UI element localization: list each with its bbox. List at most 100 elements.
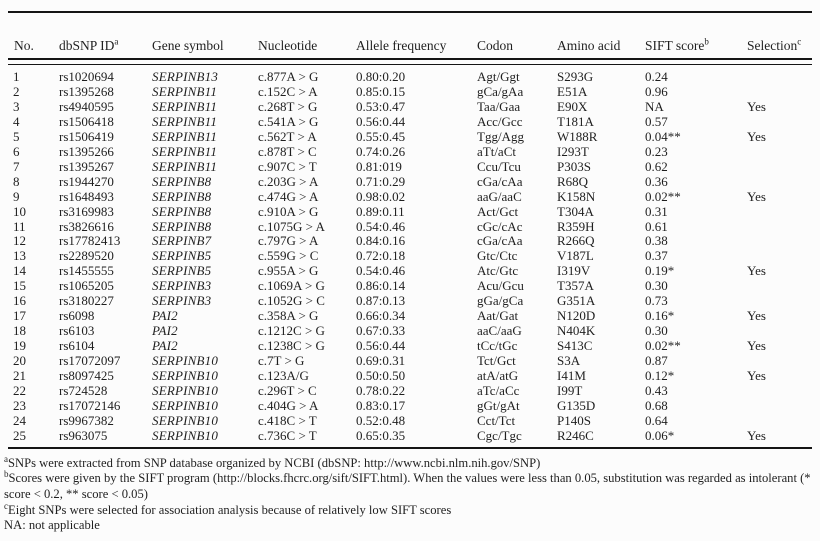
cell-dbsnp-id: rs6104 xyxy=(59,339,95,354)
cell-dbsnp-id: rs17072097 xyxy=(59,354,121,369)
cell-no: 13 xyxy=(13,249,26,264)
cell-gene-symbol: SERPINB3 xyxy=(152,279,212,294)
cell-no: 25 xyxy=(13,428,26,443)
cell-dbsnp-id: rs17072146 xyxy=(59,398,121,413)
cell-codon: Ccu/Tcu xyxy=(477,159,521,174)
cell-allele-frequency: 0.89:0.11 xyxy=(356,204,405,219)
cell-nucleotide: c.1052G > C xyxy=(258,294,325,309)
cell-selection xyxy=(742,220,812,235)
table-row: 4 rs1506418 SERPINB11 c.541A > G 0.56:0.44 Ac… xyxy=(8,115,812,130)
cell-selection xyxy=(742,249,812,264)
cell-gene-symbol: SERPINB5 xyxy=(152,249,212,264)
cell-gene-symbol: SERPINB10 xyxy=(152,398,219,413)
cell-no: 17 xyxy=(13,309,26,324)
cell-amino-acid: N404K xyxy=(557,324,596,339)
table-row: 25 rs963075 SERPINB10 c.736C > T 0.65:0.35 Cg… xyxy=(8,429,812,447)
cell-nucleotide: c.1075G > A xyxy=(258,219,325,234)
col-header-amino-acid: Amino acid xyxy=(552,13,640,60)
cell-selection: Yes xyxy=(747,309,766,324)
cell-amino-acid: S3A xyxy=(557,354,581,369)
cell-gene-symbol: SERPINB3 xyxy=(152,294,212,309)
cell-amino-acid: G351A xyxy=(557,294,596,309)
cell-no: 11 xyxy=(13,219,26,234)
cell-nucleotide: c.797G > A xyxy=(258,234,319,249)
cell-codon: Tgg/Agg xyxy=(477,129,524,144)
col-header-codon: Codon xyxy=(472,13,552,60)
cell-sift-score: 0.68 xyxy=(645,398,668,413)
cell-sift-score: 0.04** xyxy=(645,129,681,144)
cell-amino-acid: P140S xyxy=(557,413,591,428)
cell-gene-symbol: SERPINB7 xyxy=(152,234,212,249)
cell-allele-frequency: 0.52:0.48 xyxy=(356,413,406,428)
cell-allele-frequency: 0.65:0.35 xyxy=(356,428,406,443)
cell-no: 18 xyxy=(13,324,26,339)
cell-sift-score: 0.19* xyxy=(645,264,675,279)
cell-codon: gGa/gCa xyxy=(477,294,524,309)
cell-codon: Cgc/Tgc xyxy=(477,428,522,443)
cell-codon: aaG/aaC xyxy=(477,189,522,204)
table-row: 20 rs17072097 SERPINB10 c.7T > G 0.69:0.31 Tc… xyxy=(8,354,812,369)
cell-no: 15 xyxy=(13,279,26,294)
cell-nucleotide: c.1212C > G xyxy=(258,324,325,339)
cell-nucleotide: c.1069A > G xyxy=(258,279,325,294)
cell-sift-score: 0.64 xyxy=(645,413,668,428)
table-row: 11 rs3826616 SERPINB8 c.1075G > A 0.54:0.46 c… xyxy=(8,220,812,235)
cell-nucleotide: c.877A > G xyxy=(258,69,319,84)
cell-codon: Acu/Gcu xyxy=(477,279,524,294)
cell-dbsnp-id: rs9967382 xyxy=(59,413,114,428)
cell-allele-frequency: 0.56:0.44 xyxy=(356,339,406,354)
cell-codon: aaC/aaG xyxy=(477,324,522,339)
cell-gene-symbol: SERPINB11 xyxy=(152,129,218,144)
cell-amino-acid: E90X xyxy=(557,99,588,114)
cell-dbsnp-id: rs8097425 xyxy=(59,369,114,384)
cell-selection: Yes xyxy=(747,129,766,144)
cell-dbsnp-id: rs3180227 xyxy=(59,294,114,309)
cell-gene-symbol: PAI2 xyxy=(152,339,178,354)
cell-allele-frequency: 0.98:0.02 xyxy=(356,189,406,204)
cell-selection xyxy=(742,85,812,100)
header-double-rule-gap xyxy=(8,60,812,65)
cell-allele-frequency: 0.74:0.26 xyxy=(356,144,406,159)
cell-sift-score: 0.02** xyxy=(645,339,681,354)
cell-gene-symbol: SERPINB10 xyxy=(152,413,219,428)
cell-nucleotide: c.559G > C xyxy=(258,249,319,264)
cell-no: 1 xyxy=(13,69,20,84)
cell-sift-score: 0.61 xyxy=(645,219,668,234)
cell-dbsnp-id: rs3826616 xyxy=(59,219,114,234)
cell-nucleotide: c.736C > T xyxy=(258,428,317,443)
col-header-selection: Selectionc xyxy=(742,13,812,60)
cell-nucleotide: c.268T > G xyxy=(258,99,318,114)
cell-gene-symbol: SERPINB8 xyxy=(152,219,212,234)
cell-sift-score: 0.06* xyxy=(645,428,675,443)
footnote-b: bScores were given by the SIFT program (… xyxy=(4,469,811,502)
cell-no: 22 xyxy=(13,384,26,399)
cell-gene-symbol: SERPINB11 xyxy=(152,144,218,159)
cell-no: 16 xyxy=(13,294,26,309)
cell-sift-score: 0.12* xyxy=(645,369,675,384)
cell-dbsnp-id: rs1395267 xyxy=(59,159,114,174)
cell-amino-acid: T181A xyxy=(557,114,594,129)
cell-allele-frequency: 0.55:0.45 xyxy=(356,129,406,144)
col-header-gene-symbol: Gene symbol xyxy=(147,13,253,60)
cell-selection: Yes xyxy=(747,339,766,354)
cell-codon: atA/atG xyxy=(477,369,519,384)
cell-codon: cGc/cAc xyxy=(477,219,523,234)
cell-codon: Agt/Ggt xyxy=(477,69,520,84)
cell-codon: aTt/aCt xyxy=(477,144,516,159)
cell-sift-score: 0.43 xyxy=(645,384,668,399)
cell-selection xyxy=(742,294,812,309)
cell-nucleotide: c.123A/G xyxy=(258,369,309,384)
cell-nucleotide: c.7T > G xyxy=(258,354,305,369)
cell-codon: gGt/gAt xyxy=(477,398,520,413)
cell-no: 3 xyxy=(13,99,20,114)
cell-nucleotide: c.1238C > G xyxy=(258,339,325,354)
cell-codon: Cct/Tct xyxy=(477,413,516,428)
cell-gene-symbol: PAI2 xyxy=(152,324,178,339)
cell-selection xyxy=(742,175,812,190)
cell-codon: Acc/Gcc xyxy=(477,114,523,129)
cell-dbsnp-id: rs1944270 xyxy=(59,174,114,189)
cell-selection: Yes xyxy=(747,264,766,279)
cell-codon: Atc/Gtc xyxy=(477,264,519,279)
table-row: 18 rs6103 PAI2 c.1212C > G 0.67:0.33 aaC/aaG N… xyxy=(8,324,812,339)
cell-selection: Yes xyxy=(747,189,766,204)
